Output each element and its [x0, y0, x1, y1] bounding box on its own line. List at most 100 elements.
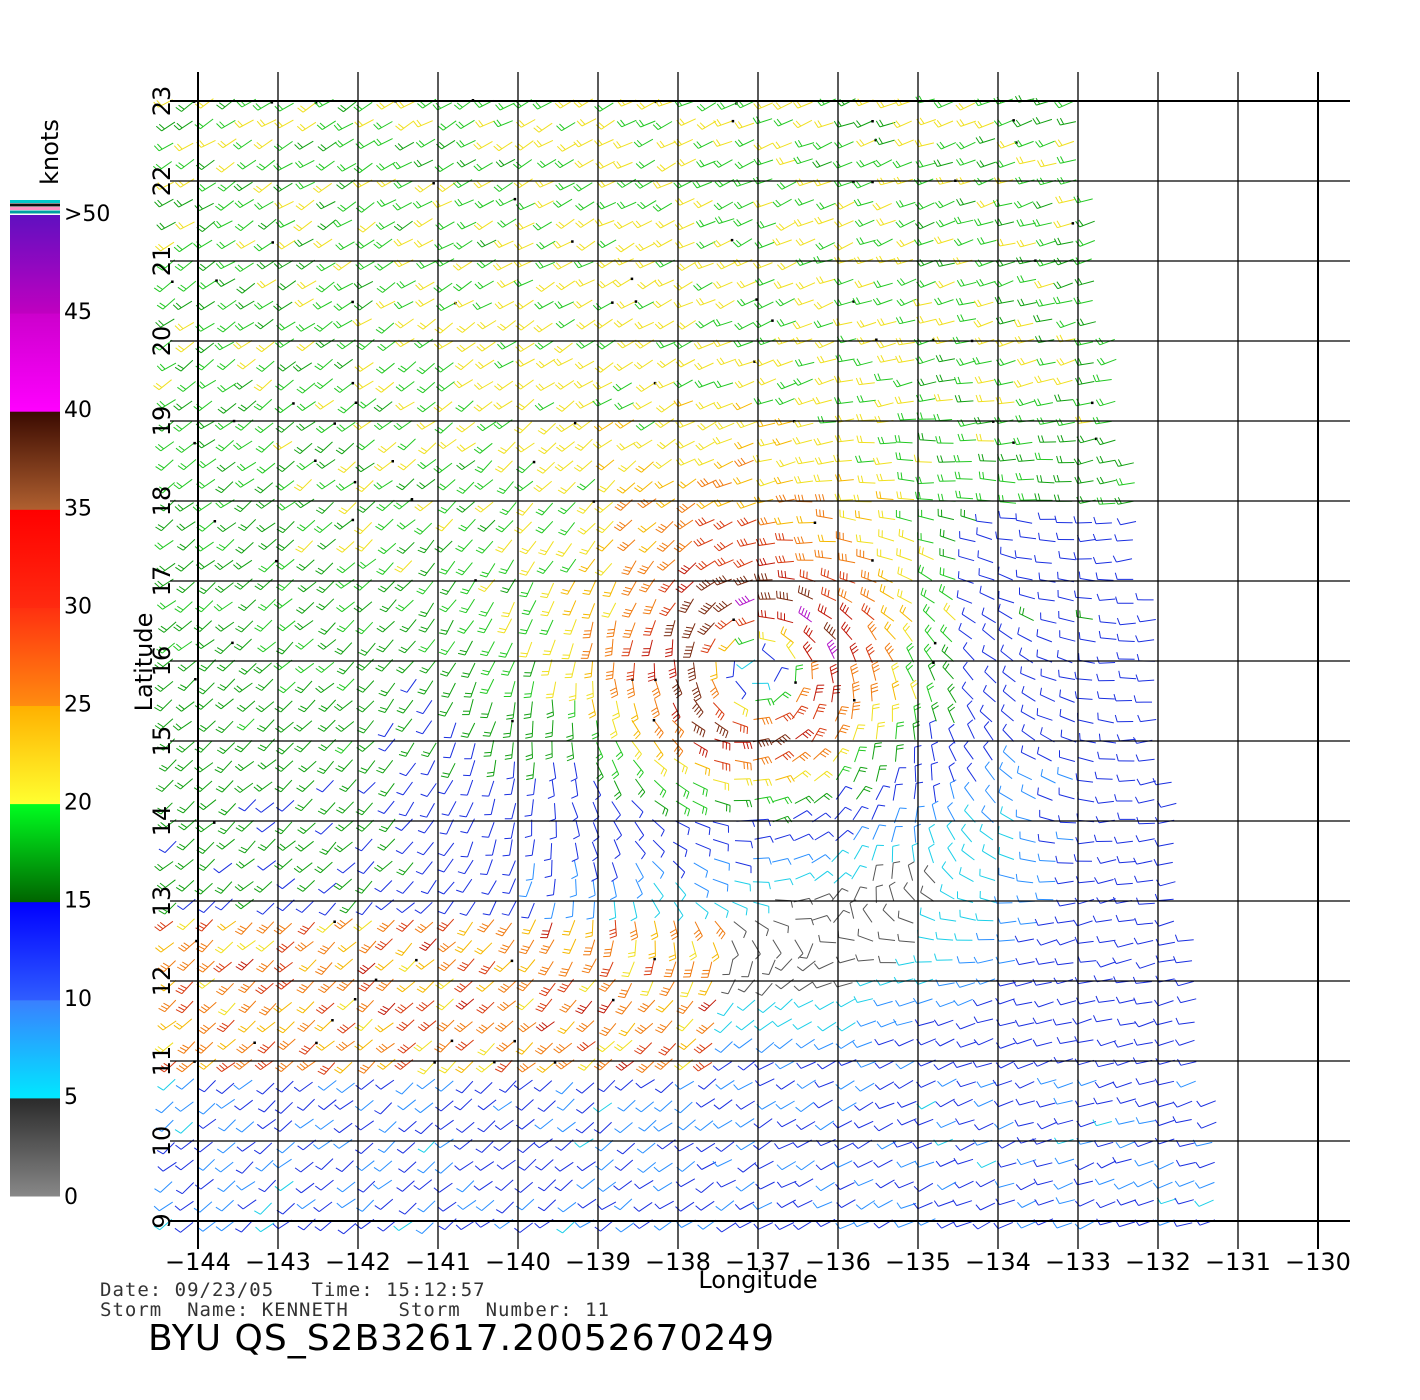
- wind-barb: [1116, 518, 1137, 526]
- wind-barb: [495, 102, 515, 111]
- wind-barb: [294, 238, 314, 248]
- wind-barb: [417, 318, 436, 330]
- wind-barb: [454, 299, 474, 308]
- wind-barb: [437, 941, 456, 953]
- legend-label: 10: [64, 987, 92, 1012]
- x-axis-label: Longitude: [698, 1266, 817, 1294]
- wind-barb: [712, 575, 732, 586]
- wind-barb: [274, 858, 293, 870]
- wind-barb: [813, 320, 834, 329]
- wind-barb: [1033, 398, 1053, 407]
- wind-barb: [1016, 357, 1037, 366]
- wind-barb: [995, 1060, 1016, 1069]
- wind-barb: [314, 822, 333, 835]
- wind-barb: [812, 1201, 833, 1209]
- wind-barb: [875, 1179, 895, 1189]
- wind-barb: [981, 844, 997, 860]
- y-tick-label: 14: [148, 806, 176, 837]
- legend-cap-stripe: [10, 203, 60, 207]
- wind-barb: [574, 1138, 594, 1148]
- wind-barb: [455, 1121, 475, 1133]
- wind-barb: [153, 280, 174, 293]
- wind-barb: [1155, 938, 1175, 946]
- wind-barb: [375, 221, 396, 230]
- wind-barb: [972, 999, 993, 1007]
- wind-barb: [272, 440, 293, 451]
- wind-barb: [375, 1042, 395, 1053]
- wind-barb: [571, 842, 579, 862]
- wind-barb: [737, 1059, 757, 1071]
- wind-barb: [1153, 858, 1173, 866]
- wind-barb: [555, 280, 576, 291]
- wind-barb: [213, 601, 233, 612]
- wind-barb: [634, 840, 646, 860]
- wind-barb: [633, 1201, 653, 1212]
- wind-barb: [712, 319, 733, 327]
- wind-barb: [172, 300, 193, 311]
- wind-barb: [157, 1078, 176, 1091]
- wind-barb: [855, 377, 875, 386]
- wind-barb: [158, 999, 177, 1013]
- wind-barb: [716, 102, 738, 110]
- wind-barb: [753, 1139, 773, 1151]
- wind-barb: [853, 358, 873, 367]
- wind-barb: [394, 1002, 414, 1014]
- wind-barb: [540, 582, 555, 599]
- wind-barb: [258, 1179, 277, 1193]
- wind-barb: [973, 1016, 994, 1024]
- wind-barb: [893, 1079, 914, 1089]
- wind-barb: [460, 779, 474, 796]
- wind-barb: [953, 216, 974, 225]
- wind-barb: [915, 160, 936, 168]
- wind-barb: [196, 379, 217, 389]
- wind-barb: [474, 501, 494, 513]
- wind-barb: [293, 479, 312, 492]
- wind-barb: [634, 1042, 653, 1055]
- wind-barb: [476, 239, 497, 248]
- wind-barb: [712, 839, 729, 852]
- wind-barb: [1000, 546, 1017, 560]
- wind-barb: [255, 940, 275, 952]
- wind-barb: [565, 900, 574, 919]
- wind-barb: [937, 493, 956, 502]
- wind-barb: [433, 401, 453, 413]
- wind-barb: [1075, 773, 1094, 783]
- wind-barb: [1114, 794, 1133, 802]
- wind-barb: [833, 277, 854, 286]
- wind-barb: [995, 316, 1016, 325]
- wind-barb: [196, 478, 216, 489]
- legend-label: 35: [64, 496, 92, 521]
- wind-barb: [776, 181, 797, 190]
- wind-barb: [935, 374, 955, 383]
- wind-barb: [621, 602, 637, 618]
- wind-barb: [791, 705, 809, 720]
- wind-barb: [397, 1042, 417, 1054]
- wind-barb: [1020, 666, 1036, 680]
- wind-barb: [1012, 998, 1033, 1006]
- wind-barb: [335, 1040, 355, 1051]
- wind-barb: [175, 341, 195, 353]
- wind-barb: [949, 779, 957, 799]
- wind-barb: [336, 1198, 356, 1209]
- wind-barb: [561, 643, 574, 660]
- wind-barb: [584, 660, 594, 679]
- wind-barb: [609, 678, 619, 699]
- wind-barb: [816, 355, 837, 364]
- wind-barb: [437, 701, 454, 717]
- wind-barb: [273, 1120, 293, 1132]
- wind-barb: [1135, 962, 1156, 969]
- wind-barb: [694, 762, 711, 777]
- wind-barb: [376, 178, 397, 188]
- wind-barb: [812, 141, 833, 150]
- wind-barb: [1093, 1140, 1114, 1148]
- wind-barb: [173, 421, 193, 432]
- wind-barb: [636, 1142, 656, 1154]
- wind-barb: [756, 377, 777, 386]
- wind-barb: [1035, 892, 1054, 901]
- wind-barb: [1096, 656, 1116, 664]
- wind-barb: [314, 321, 333, 332]
- wind-barb: [315, 501, 334, 514]
- wind-barb: [481, 822, 495, 838]
- wind-barb: [608, 901, 617, 921]
- wind-barb: [519, 641, 533, 658]
